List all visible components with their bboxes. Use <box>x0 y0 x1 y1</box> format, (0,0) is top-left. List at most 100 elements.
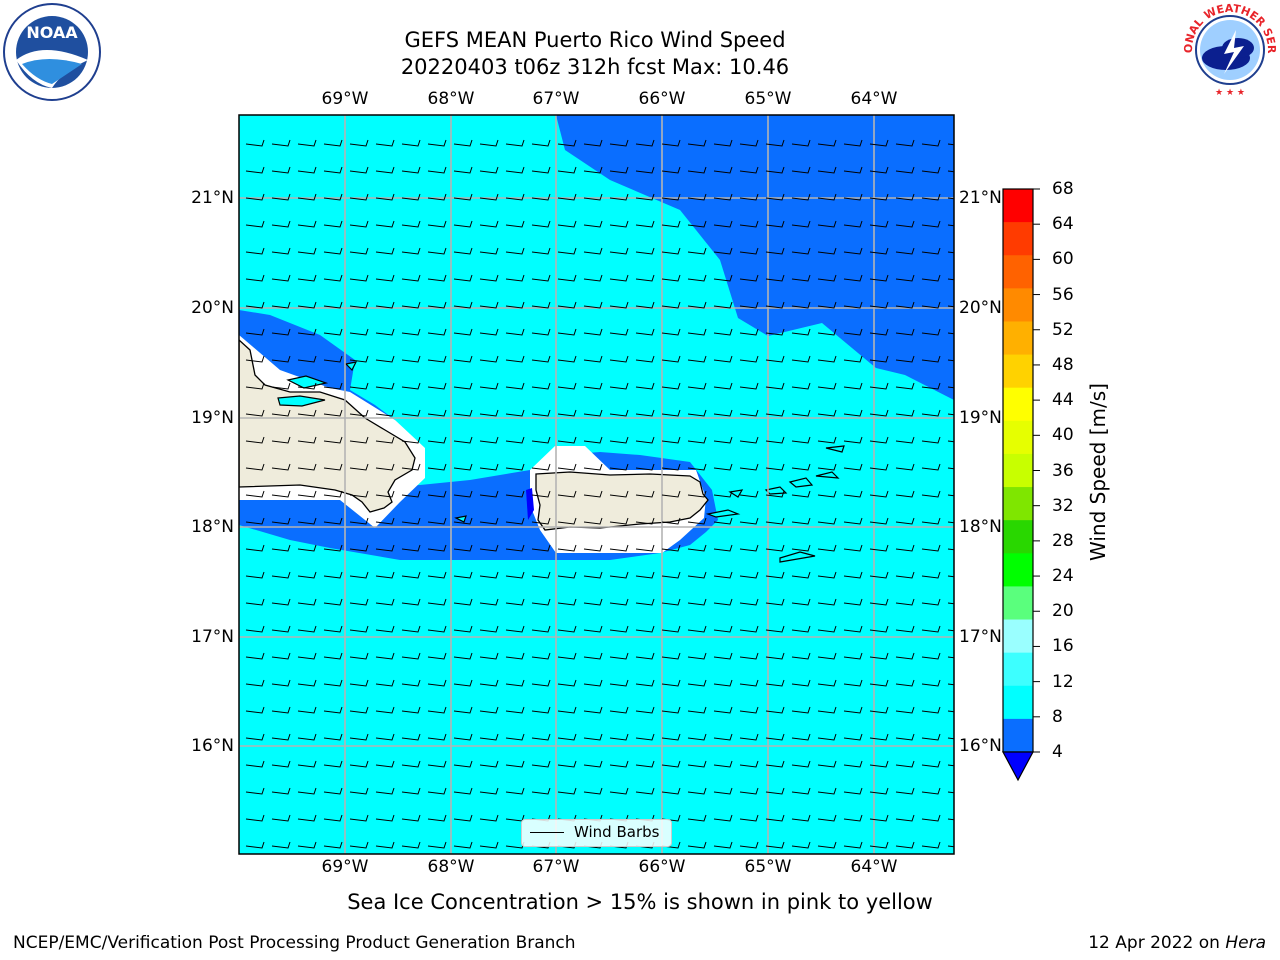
wind-barb <box>297 625 317 633</box>
wind-barb <box>661 571 681 579</box>
wind-barb <box>271 355 291 363</box>
wind-barb <box>921 139 941 147</box>
wind-barb <box>479 706 499 714</box>
wind-barb <box>661 409 681 417</box>
wind-barb <box>427 652 447 660</box>
wind-barb <box>609 193 629 201</box>
wind-barb <box>401 328 421 336</box>
wind-barb <box>609 139 629 147</box>
wind-barb <box>843 679 863 687</box>
wind-barb <box>765 328 785 336</box>
wind-barb <box>505 139 525 147</box>
wind-barb <box>245 625 265 633</box>
wind-barb <box>401 544 421 552</box>
wind-barb <box>817 301 837 309</box>
wind-barb <box>869 787 889 795</box>
wind-barb <box>765 760 785 768</box>
wind-barb <box>479 274 499 282</box>
wind-barb <box>349 787 369 795</box>
wind-barb <box>739 490 759 498</box>
wind-barb <box>635 625 655 633</box>
wind-barb <box>427 841 447 849</box>
wind-barb <box>479 436 499 444</box>
wind-barb <box>349 436 369 444</box>
wind-barb <box>843 355 863 363</box>
wind-barb <box>609 247 629 255</box>
wind-barb <box>271 139 291 147</box>
wind-barb <box>817 544 837 552</box>
wind-barb <box>479 652 499 660</box>
wind-barb <box>635 463 655 471</box>
wind-barb <box>505 517 525 525</box>
wind-barb <box>427 220 447 228</box>
wind-barb <box>817 166 837 174</box>
wind-barb <box>895 463 915 471</box>
wind-barb <box>245 463 265 471</box>
lon-label-bottom: 67°W <box>532 857 580 877</box>
wind-barb <box>817 787 837 795</box>
wind-barb <box>583 760 603 768</box>
wind-barb <box>245 760 265 768</box>
wind-barb <box>375 517 395 525</box>
wind-barb <box>401 571 421 579</box>
wind-barb <box>869 355 889 363</box>
wind-barb <box>635 571 655 579</box>
wind-barb <box>375 274 395 282</box>
wind-barb <box>323 544 343 552</box>
wind-barb <box>895 706 915 714</box>
wind-barb <box>635 706 655 714</box>
wind-barb <box>271 679 291 687</box>
colorbar-tick-label: 60 <box>1052 249 1074 270</box>
wind-barb <box>921 517 941 525</box>
wind-barb <box>349 814 369 822</box>
wind-barb <box>687 301 707 309</box>
wind-barb <box>245 571 265 579</box>
wind-barb <box>505 733 525 741</box>
wind-barb <box>661 463 681 471</box>
wind-barb <box>453 247 473 255</box>
wind-barb <box>349 382 369 390</box>
colorbar-tick-label: 56 <box>1052 284 1074 305</box>
wind-barb <box>739 679 759 687</box>
wind-barb <box>661 598 681 606</box>
wind-barb <box>713 382 733 390</box>
wind-barb <box>869 436 889 444</box>
wind-barb <box>531 247 551 255</box>
wind-barb <box>271 598 291 606</box>
colorbar-tick-label: 68 <box>1052 179 1074 199</box>
wind-barb <box>635 274 655 282</box>
wind-barb <box>245 220 265 228</box>
wind-barb <box>427 463 447 471</box>
wind-barb <box>505 247 525 255</box>
wind-barb <box>479 787 499 795</box>
wind-barb <box>479 571 499 579</box>
wind-barb <box>765 571 785 579</box>
wind-barb <box>297 517 317 525</box>
wind-barb <box>583 409 603 417</box>
lon-label-bottom: 65°W <box>744 857 792 877</box>
wind-barb <box>895 598 915 606</box>
wind-barb <box>453 463 473 471</box>
wind-barb <box>843 436 863 444</box>
wind-barb <box>921 193 941 201</box>
wind-barb <box>817 625 837 633</box>
wind-barb <box>869 490 889 498</box>
wind-barb <box>895 220 915 228</box>
wind-barb <box>843 490 863 498</box>
wind-barb <box>453 355 473 363</box>
wind-barb <box>557 787 577 795</box>
wind-barb <box>609 571 629 579</box>
wind-barb <box>583 247 603 255</box>
wind-barb <box>349 517 369 525</box>
wind-barb <box>791 733 811 741</box>
wind-barb <box>583 598 603 606</box>
wind-barb <box>765 220 785 228</box>
wind-barb <box>479 625 499 633</box>
wind-barb <box>401 706 421 714</box>
wind-barb <box>323 841 343 849</box>
wind-barb <box>791 193 811 201</box>
wind-barb <box>583 436 603 444</box>
wind-barb <box>921 490 941 498</box>
wind-barb <box>297 463 317 471</box>
